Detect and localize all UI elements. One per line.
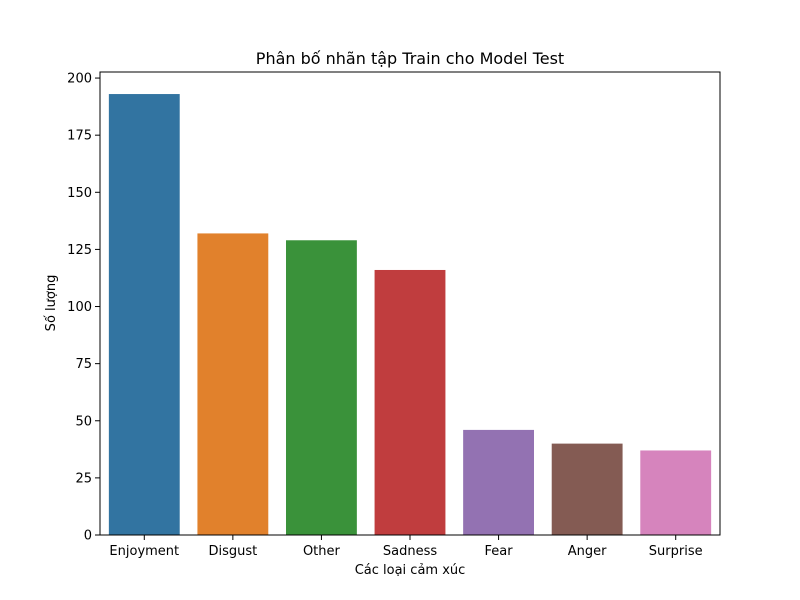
y-tick-label: 175 bbox=[67, 129, 92, 144]
y-tick-label: 125 bbox=[67, 243, 92, 258]
x-tick-label: Fear bbox=[485, 544, 514, 559]
y-tick-label: 25 bbox=[75, 471, 92, 486]
y-tick-label: 50 bbox=[75, 414, 92, 429]
x-tick-label: Other bbox=[303, 544, 341, 559]
chart-title: Phân bố nhãn tập Train cho Model Test bbox=[256, 49, 564, 68]
y-axis: 0 25 50 75 100 125 150 175 200 bbox=[67, 72, 100, 544]
x-axis: Enjoyment Disgust Other Sadness Fear Anger Sur… bbox=[109, 535, 703, 559]
bar-other bbox=[286, 240, 357, 535]
x-tick-label: Enjoyment bbox=[109, 544, 179, 559]
x-tick-label: Anger bbox=[568, 544, 607, 559]
bar-enjoyment bbox=[108, 94, 180, 536]
y-axis-title: Số lượng bbox=[44, 275, 59, 332]
x-tick-label: Sadness bbox=[383, 544, 437, 559]
bars-group bbox=[108, 94, 712, 536]
bar-fear bbox=[463, 429, 534, 535]
x-axis-title: Các loại cảm xúc bbox=[355, 563, 466, 578]
plot-frame bbox=[99, 71, 721, 536]
y-tick-label: 150 bbox=[67, 186, 92, 201]
x-tick-label: Disgust bbox=[208, 544, 257, 559]
y-tick-label: 100 bbox=[67, 300, 92, 315]
x-tick-label: Surprise bbox=[649, 544, 703, 559]
bar-sadness bbox=[374, 269, 446, 535]
y-tick-label: 75 bbox=[75, 357, 92, 372]
y-tick-label: 200 bbox=[67, 72, 92, 87]
bar-disgust bbox=[197, 233, 269, 535]
y-tick-label: 0 bbox=[84, 529, 92, 544]
bar-anger bbox=[551, 443, 623, 535]
bar-surprise bbox=[640, 450, 712, 535]
